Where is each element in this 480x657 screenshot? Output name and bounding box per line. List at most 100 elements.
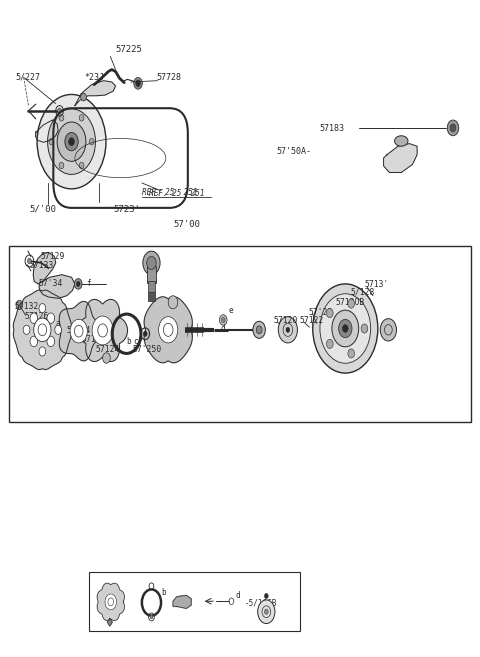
Circle shape bbox=[278, 317, 298, 343]
Circle shape bbox=[158, 317, 178, 343]
Circle shape bbox=[286, 327, 290, 332]
Circle shape bbox=[313, 284, 378, 373]
Circle shape bbox=[92, 316, 113, 345]
Circle shape bbox=[105, 594, 117, 610]
Circle shape bbox=[447, 120, 459, 136]
Circle shape bbox=[136, 80, 141, 87]
Circle shape bbox=[79, 162, 84, 169]
Text: 5/'00: 5/'00 bbox=[29, 205, 56, 214]
Text: d: d bbox=[221, 324, 226, 333]
Text: REF. 25  251: REF. 25 251 bbox=[142, 189, 197, 197]
Polygon shape bbox=[78, 300, 128, 361]
Polygon shape bbox=[108, 618, 112, 626]
Text: b: b bbox=[161, 588, 166, 597]
Circle shape bbox=[258, 600, 275, 623]
Polygon shape bbox=[13, 290, 72, 369]
Polygon shape bbox=[173, 595, 191, 608]
Text: 5713': 5713' bbox=[364, 280, 389, 289]
Circle shape bbox=[264, 593, 268, 599]
Circle shape bbox=[16, 300, 23, 309]
Circle shape bbox=[326, 309, 333, 318]
Text: b: b bbox=[126, 337, 131, 346]
Text: 5/132: 5/132 bbox=[14, 301, 38, 310]
Text: d: d bbox=[235, 591, 240, 600]
Text: c: c bbox=[134, 337, 138, 346]
Circle shape bbox=[49, 139, 54, 145]
Text: e: e bbox=[228, 306, 233, 315]
Circle shape bbox=[70, 319, 87, 343]
Polygon shape bbox=[75, 81, 116, 106]
Text: 5715: 5715 bbox=[81, 335, 101, 344]
Circle shape bbox=[37, 95, 106, 189]
Text: 5/227: 5/227 bbox=[15, 73, 40, 82]
Circle shape bbox=[65, 133, 78, 151]
Circle shape bbox=[58, 108, 61, 114]
Text: -5/16CB: -5/16CB bbox=[245, 598, 277, 607]
Circle shape bbox=[332, 310, 359, 347]
Circle shape bbox=[34, 318, 51, 342]
Polygon shape bbox=[39, 275, 75, 298]
Circle shape bbox=[55, 325, 61, 334]
Circle shape bbox=[361, 324, 368, 333]
Circle shape bbox=[150, 615, 153, 619]
Polygon shape bbox=[144, 297, 192, 363]
Text: 57728: 57728 bbox=[156, 73, 181, 82]
Text: 5/'34: 5/'34 bbox=[67, 325, 91, 334]
Circle shape bbox=[23, 325, 30, 334]
Text: 57'250: 57'250 bbox=[132, 345, 162, 354]
Text: a: a bbox=[105, 602, 109, 611]
Bar bbox=[148, 292, 156, 301]
Circle shape bbox=[39, 347, 46, 356]
Text: 57'00: 57'00 bbox=[173, 220, 200, 229]
Text: 57'23: 57'23 bbox=[309, 307, 333, 317]
Circle shape bbox=[256, 326, 262, 334]
Text: 57'34: 57'34 bbox=[38, 279, 62, 288]
Circle shape bbox=[348, 299, 355, 308]
Text: 57126: 57126 bbox=[24, 312, 49, 321]
Circle shape bbox=[59, 114, 64, 121]
Text: 57129: 57129 bbox=[40, 252, 65, 261]
Circle shape bbox=[103, 353, 110, 363]
Polygon shape bbox=[384, 144, 417, 173]
Circle shape bbox=[76, 281, 80, 286]
Circle shape bbox=[134, 78, 143, 89]
Polygon shape bbox=[59, 302, 101, 361]
Circle shape bbox=[219, 315, 227, 325]
Circle shape bbox=[326, 339, 333, 348]
Circle shape bbox=[79, 114, 84, 121]
Text: a: a bbox=[56, 319, 60, 328]
Text: 57120: 57120 bbox=[274, 316, 298, 325]
Circle shape bbox=[39, 304, 46, 313]
Circle shape bbox=[69, 138, 74, 146]
Circle shape bbox=[348, 349, 355, 358]
Bar bbox=[147, 266, 156, 283]
Text: 57124: 57124 bbox=[96, 345, 120, 354]
Bar bbox=[148, 281, 155, 292]
Text: 57122: 57122 bbox=[300, 316, 324, 325]
Circle shape bbox=[338, 319, 352, 338]
Polygon shape bbox=[36, 120, 58, 143]
Circle shape bbox=[48, 109, 96, 174]
Text: *23J: *23J bbox=[84, 73, 105, 82]
Text: 5713OB: 5713OB bbox=[336, 298, 365, 307]
Circle shape bbox=[74, 279, 82, 289]
Circle shape bbox=[59, 162, 64, 169]
Circle shape bbox=[57, 122, 86, 162]
Text: 5/128: 5/128 bbox=[350, 288, 374, 297]
Circle shape bbox=[47, 313, 55, 323]
Text: 57225: 57225 bbox=[116, 45, 143, 55]
Circle shape bbox=[30, 336, 38, 347]
Circle shape bbox=[27, 258, 31, 263]
Circle shape bbox=[221, 317, 225, 323]
Circle shape bbox=[264, 609, 268, 614]
Text: REF. 25  251: REF. 25 251 bbox=[149, 189, 204, 198]
Circle shape bbox=[168, 296, 178, 309]
Polygon shape bbox=[33, 252, 56, 284]
Circle shape bbox=[320, 294, 371, 363]
Text: 57133: 57133 bbox=[29, 261, 54, 270]
Circle shape bbox=[253, 321, 265, 338]
Circle shape bbox=[380, 319, 396, 341]
Text: 57183: 57183 bbox=[319, 124, 344, 133]
Text: t: t bbox=[114, 612, 118, 622]
Polygon shape bbox=[97, 583, 124, 621]
